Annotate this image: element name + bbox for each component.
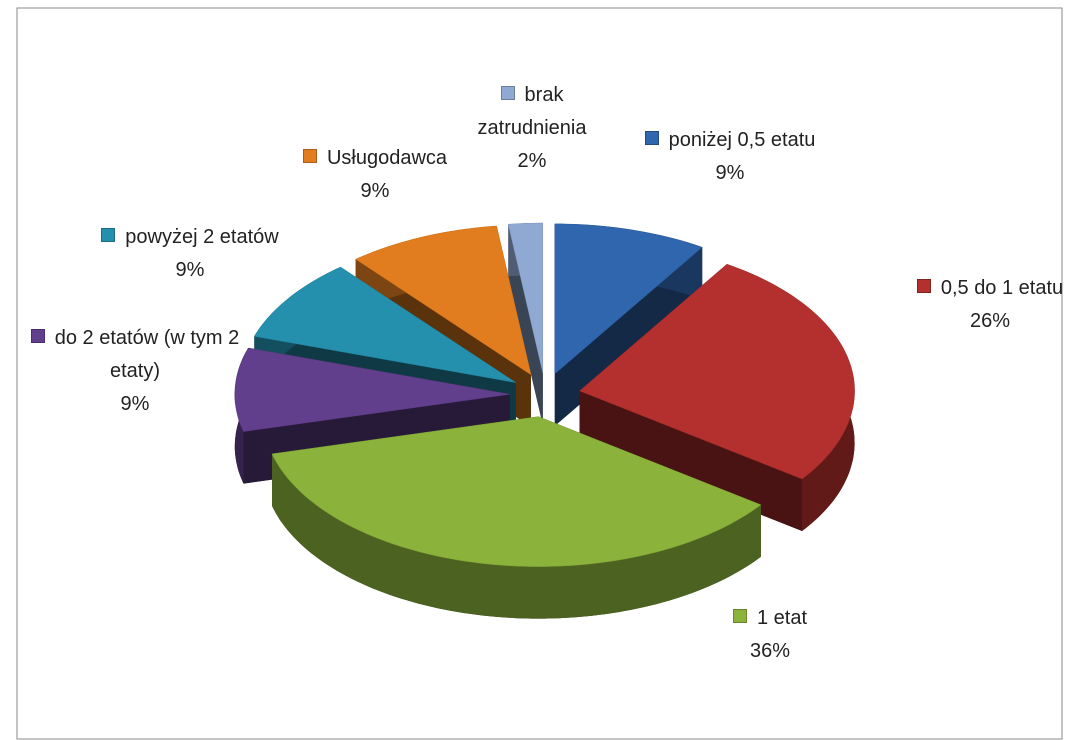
category-label: 0,5 do 1 etatu	[940, 277, 1064, 299]
slice-top	[271, 416, 762, 567]
slice-top	[507, 222, 544, 374]
data-label: Usługodawca 9%	[260, 142, 490, 208]
category-label: brak zatrudnienia	[477, 84, 587, 139]
value-label: 9%	[360, 180, 390, 202]
value-label: 9%	[120, 393, 150, 415]
legend-swatch	[30, 329, 45, 343]
category-label: powyżej 2 etatów	[125, 226, 279, 248]
value-label: 9%	[715, 162, 745, 184]
legend-swatch	[302, 149, 317, 163]
slice	[579, 263, 855, 531]
data-label: 0,5 do 1 etatu 26%	[870, 272, 1079, 338]
slice-top	[253, 266, 517, 383]
slice-edge	[579, 390, 803, 531]
legend-swatch	[101, 228, 116, 242]
category-label: poniżej 0,5 etatu	[668, 129, 816, 151]
slice	[271, 416, 762, 619]
legend-swatch	[916, 279, 931, 293]
value-label: 9%	[175, 259, 205, 281]
legend-swatch	[732, 609, 747, 623]
category-label: Usługodawca	[326, 147, 448, 169]
legend-swatch	[500, 86, 515, 100]
data-label: brak zatrudnienia 2%	[457, 79, 607, 178]
data-label: do 2 etatów (w tym 2 etaty) 9%	[20, 322, 250, 421]
value-label: 26%	[969, 310, 1011, 332]
data-label: powyżej 2 etatów 9%	[60, 221, 320, 287]
slice-top	[355, 225, 532, 376]
legend-swatch	[644, 131, 659, 145]
category-label: do 2 etatów (w tym 2 etaty)	[54, 327, 240, 382]
slice-top	[234, 347, 510, 432]
slice-side	[272, 453, 761, 619]
category-label: 1 etat	[756, 607, 808, 629]
value-label: 36%	[749, 640, 791, 662]
data-label: 1 etat 36%	[670, 602, 870, 668]
slice-top	[579, 263, 855, 480]
value-label: 2%	[517, 150, 547, 172]
slice-top	[554, 223, 703, 375]
data-label: poniżej 0,5 etatu 9%	[600, 124, 860, 190]
slice	[507, 222, 544, 425]
